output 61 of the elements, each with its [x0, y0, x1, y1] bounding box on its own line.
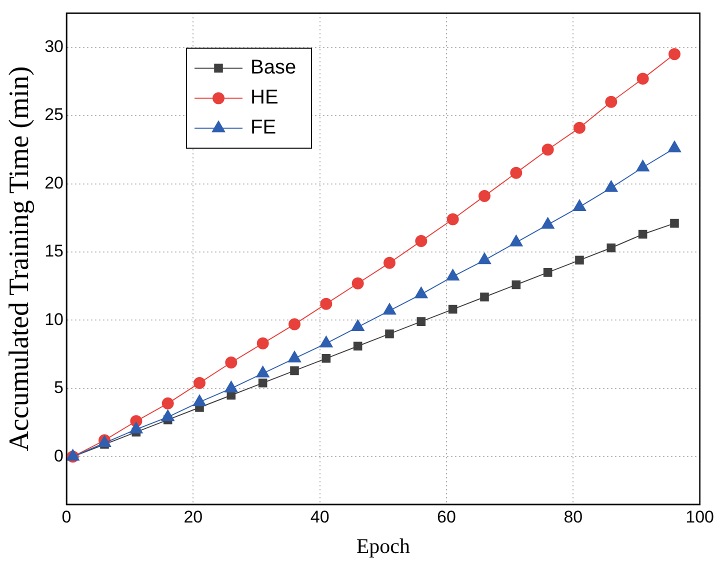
point — [668, 48, 680, 60]
point — [353, 342, 362, 351]
point — [478, 190, 490, 202]
point — [543, 268, 552, 277]
y-tick-label: 5 — [54, 378, 64, 398]
x-tick-label: 40 — [310, 507, 330, 526]
point — [288, 350, 302, 362]
legend-label: Base — [250, 56, 296, 79]
point — [351, 320, 364, 332]
point — [480, 292, 489, 302]
x-tick-label: 100 — [686, 507, 714, 526]
point — [161, 410, 174, 422]
point — [575, 256, 584, 265]
point — [573, 122, 586, 134]
legend-label: FE — [250, 116, 276, 139]
point — [130, 422, 143, 434]
y-tick-label: 15 — [44, 242, 64, 261]
point — [385, 329, 394, 338]
point — [636, 72, 649, 85]
point — [448, 304, 458, 314]
x-axis-title: Epoch — [356, 534, 410, 558]
point — [414, 286, 428, 298]
point — [382, 303, 396, 315]
point — [446, 269, 460, 281]
point — [512, 280, 521, 290]
point — [320, 298, 332, 310]
x-tick-label: 80 — [564, 507, 583, 526]
y-axis-title: Accumulated Training Time (min) — [4, 66, 36, 452]
point — [606, 243, 616, 252]
point — [162, 397, 174, 410]
y-tick-label: 10 — [44, 310, 64, 329]
point — [258, 378, 268, 388]
legend-label: HE — [250, 86, 278, 109]
point — [670, 218, 679, 228]
y-tick-label: 30 — [44, 37, 64, 56]
x-tick-label: 60 — [437, 507, 456, 526]
point — [383, 256, 396, 269]
y-tick-label: 0 — [54, 446, 64, 466]
point — [322, 354, 331, 363]
point — [638, 230, 648, 239]
point — [352, 277, 364, 290]
point — [541, 217, 554, 229]
point — [256, 337, 269, 350]
point — [320, 336, 333, 348]
point — [225, 356, 238, 368]
y-tick-label: 20 — [44, 173, 64, 192]
x-tick-label: 20 — [184, 507, 203, 526]
point — [542, 144, 554, 156]
point — [510, 166, 522, 179]
y-tick-label: 25 — [44, 105, 64, 124]
point — [288, 318, 300, 330]
point — [224, 380, 238, 392]
point — [194, 376, 206, 389]
point — [290, 366, 299, 376]
point — [256, 366, 270, 378]
point — [416, 317, 426, 326]
point — [478, 252, 492, 264]
point — [192, 394, 206, 406]
point — [446, 213, 459, 226]
point — [415, 235, 428, 248]
point — [605, 96, 618, 108]
